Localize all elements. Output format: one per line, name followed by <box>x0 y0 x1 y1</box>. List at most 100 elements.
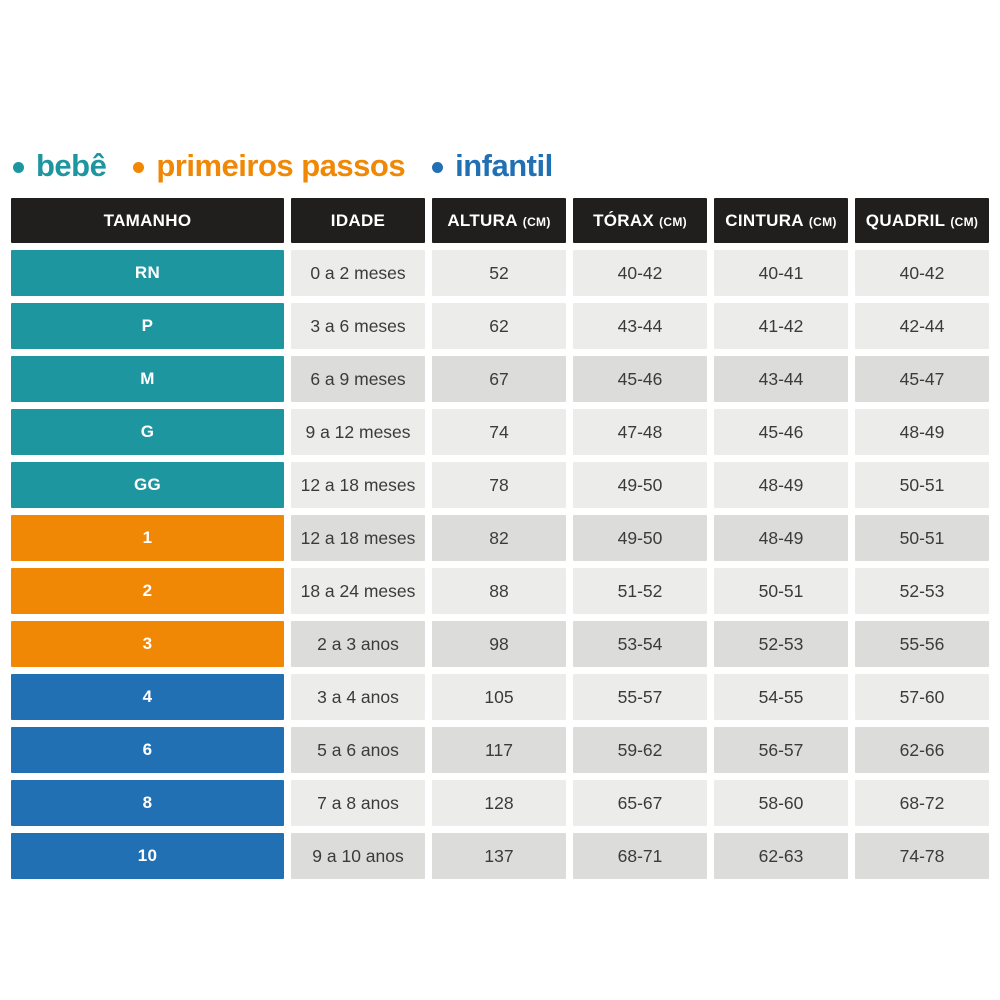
quadril-cell: 74-78 <box>855 833 989 879</box>
altura-cell: 105 <box>432 674 566 720</box>
idade-cell: 3 a 4 anos <box>291 674 425 720</box>
legend-item-primeiros-passos: primeiros passos <box>133 148 406 184</box>
legend-label-primeiros-passos: primeiros passos <box>156 148 406 183</box>
header-cell-tamanho: TAMANHO <box>11 198 284 243</box>
size-cell: RN <box>11 250 284 296</box>
cintura-cell: 48-49 <box>714 462 848 508</box>
idade-cell: 3 a 6 meses <box>291 303 425 349</box>
quadril-cell: 52-53 <box>855 568 989 614</box>
bullet-icon <box>13 162 24 173</box>
table-row: 4 3 a 4 anos 105 55-57 54-55 57-60 <box>11 674 989 720</box>
torax-cell: 49-50 <box>573 462 707 508</box>
torax-cell: 53-54 <box>573 621 707 667</box>
category-legend: bebê primeiros passos infantil <box>0 0 1000 185</box>
legend-item-bebe: bebê <box>13 148 107 184</box>
header-label: IDADE <box>330 210 386 230</box>
legend-label-infantil: infantil <box>455 148 553 183</box>
size-label: M <box>140 369 155 388</box>
table-row: 3 2 a 3 anos 98 53-54 52-53 55-56 <box>11 621 989 667</box>
cintura-cell: 54-55 <box>714 674 848 720</box>
table-row: P 3 a 6 meses 62 43-44 41-42 42-44 <box>11 303 989 349</box>
legend-label-bebe: bebê <box>36 148 107 183</box>
table-row: 2 18 a 24 meses 88 51-52 50-51 52-53 <box>11 568 989 614</box>
header-unit: (CM) <box>808 214 837 229</box>
torax-cell: 49-50 <box>573 515 707 561</box>
table-row: 6 5 a 6 anos 117 59-62 56-57 62-66 <box>11 727 989 773</box>
altura-cell: 98 <box>432 621 566 667</box>
size-label: RN <box>134 263 161 282</box>
table-row: 1 12 a 18 meses 82 49-50 48-49 50-51 <box>11 515 989 561</box>
header-unit: (CM) <box>659 214 687 229</box>
table-row: RN 0 a 2 meses 52 40-42 40-41 40-42 <box>11 250 989 296</box>
cintura-cell: 52-53 <box>714 621 848 667</box>
cintura-cell: 43-44 <box>714 356 848 402</box>
quadril-cell: 55-56 <box>855 621 989 667</box>
size-label: 3 <box>142 634 153 653</box>
quadril-cell: 62-66 <box>855 727 989 773</box>
altura-cell: 128 <box>432 780 566 826</box>
table-header-row: TAMANHO IDADE ALTURA (CM) TÓRAX (CM) CIN… <box>11 198 989 243</box>
altura-cell: 74 <box>432 409 566 455</box>
quadril-cell: 45-47 <box>855 356 989 402</box>
cintura-cell: 40-41 <box>714 250 848 296</box>
torax-cell: 45-46 <box>573 356 707 402</box>
size-cell: 6 <box>11 727 284 773</box>
table-row: 10 9 a 10 anos 137 68-71 62-63 74-78 <box>11 833 989 879</box>
altura-cell: 52 <box>432 250 566 296</box>
table-row: M 6 a 9 meses 67 45-46 43-44 45-47 <box>11 356 989 402</box>
size-label: GG <box>133 475 162 494</box>
legend-item-infantil: infantil <box>432 148 553 184</box>
size-label: G <box>140 422 155 441</box>
torax-cell: 47-48 <box>573 409 707 455</box>
table-row: GG 12 a 18 meses 78 49-50 48-49 50-51 <box>11 462 989 508</box>
torax-cell: 40-42 <box>573 250 707 296</box>
idade-cell: 9 a 12 meses <box>291 409 425 455</box>
size-cell: G <box>11 409 284 455</box>
size-label: 4 <box>142 687 153 706</box>
cintura-cell: 58-60 <box>714 780 848 826</box>
torax-cell: 51-52 <box>573 568 707 614</box>
idade-cell: 18 a 24 meses <box>291 568 425 614</box>
quadril-cell: 50-51 <box>855 462 989 508</box>
cintura-cell: 41-42 <box>714 303 848 349</box>
size-cell: P <box>11 303 284 349</box>
header-cell-idade: IDADE <box>291 198 425 243</box>
size-label: 8 <box>142 793 153 812</box>
size-label: P <box>141 316 154 335</box>
torax-cell: 55-57 <box>573 674 707 720</box>
idade-cell: 6 a 9 meses <box>291 356 425 402</box>
idade-cell: 9 a 10 anos <box>291 833 425 879</box>
header-unit: (CM) <box>950 214 979 229</box>
header-label: TÓRAX <box>593 210 655 230</box>
altura-cell: 117 <box>432 727 566 773</box>
header-cell-altura: ALTURA (CM) <box>432 198 566 243</box>
table-row: 8 7 a 8 anos 128 65-67 58-60 68-72 <box>11 780 989 826</box>
size-cell: 8 <box>11 780 284 826</box>
header-unit: (CM) <box>522 214 551 229</box>
torax-cell: 65-67 <box>573 780 707 826</box>
idade-cell: 5 a 6 anos <box>291 727 425 773</box>
size-cell: 2 <box>11 568 284 614</box>
header-cell-torax: TÓRAX (CM) <box>573 198 707 243</box>
quadril-cell: 68-72 <box>855 780 989 826</box>
size-cell: GG <box>11 462 284 508</box>
altura-cell: 78 <box>432 462 566 508</box>
cintura-cell: 56-57 <box>714 727 848 773</box>
size-cell: 1 <box>11 515 284 561</box>
quadril-cell: 48-49 <box>855 409 989 455</box>
cintura-cell: 48-49 <box>714 515 848 561</box>
header-label: QUADRIL <box>865 210 946 230</box>
altura-cell: 82 <box>432 515 566 561</box>
cintura-cell: 62-63 <box>714 833 848 879</box>
altura-cell: 67 <box>432 356 566 402</box>
altura-cell: 137 <box>432 833 566 879</box>
table-row: G 9 a 12 meses 74 47-48 45-46 48-49 <box>11 409 989 455</box>
quadril-cell: 40-42 <box>855 250 989 296</box>
idade-cell: 2 a 3 anos <box>291 621 425 667</box>
torax-cell: 59-62 <box>573 727 707 773</box>
size-cell: 3 <box>11 621 284 667</box>
bullet-icon <box>432 162 444 173</box>
size-label: 10 <box>137 846 158 865</box>
quadril-cell: 50-51 <box>855 515 989 561</box>
